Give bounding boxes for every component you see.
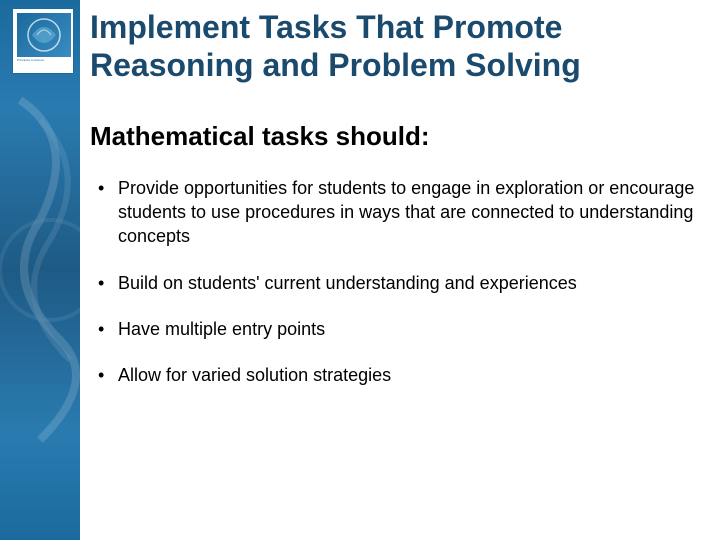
- bullet-item: Have multiple entry points: [96, 317, 704, 341]
- slide-subtitle: Mathematical tasks should:: [90, 121, 704, 152]
- logo-line2: to Actions: [31, 59, 44, 62]
- bullet-item: Provide opportunities for students to en…: [96, 176, 704, 249]
- logo-line1: Principles: [17, 59, 30, 62]
- logo-text: Principles to Actions: [17, 59, 71, 71]
- logo-box: Principles to Actions: [12, 8, 74, 74]
- sidebar: [0, 0, 80, 540]
- bullet-item: Build on students' current understanding…: [96, 271, 704, 295]
- bullet-item: Allow for varied solution strategies: [96, 363, 704, 387]
- logo-swirl-icon: [17, 13, 71, 57]
- logo-image: [17, 13, 71, 57]
- bullet-list: Provide opportunities for students to en…: [90, 176, 704, 388]
- slide-content: Implement Tasks That Promote Reasoning a…: [90, 8, 704, 540]
- slide-title: Implement Tasks That Promote Reasoning a…: [90, 8, 704, 85]
